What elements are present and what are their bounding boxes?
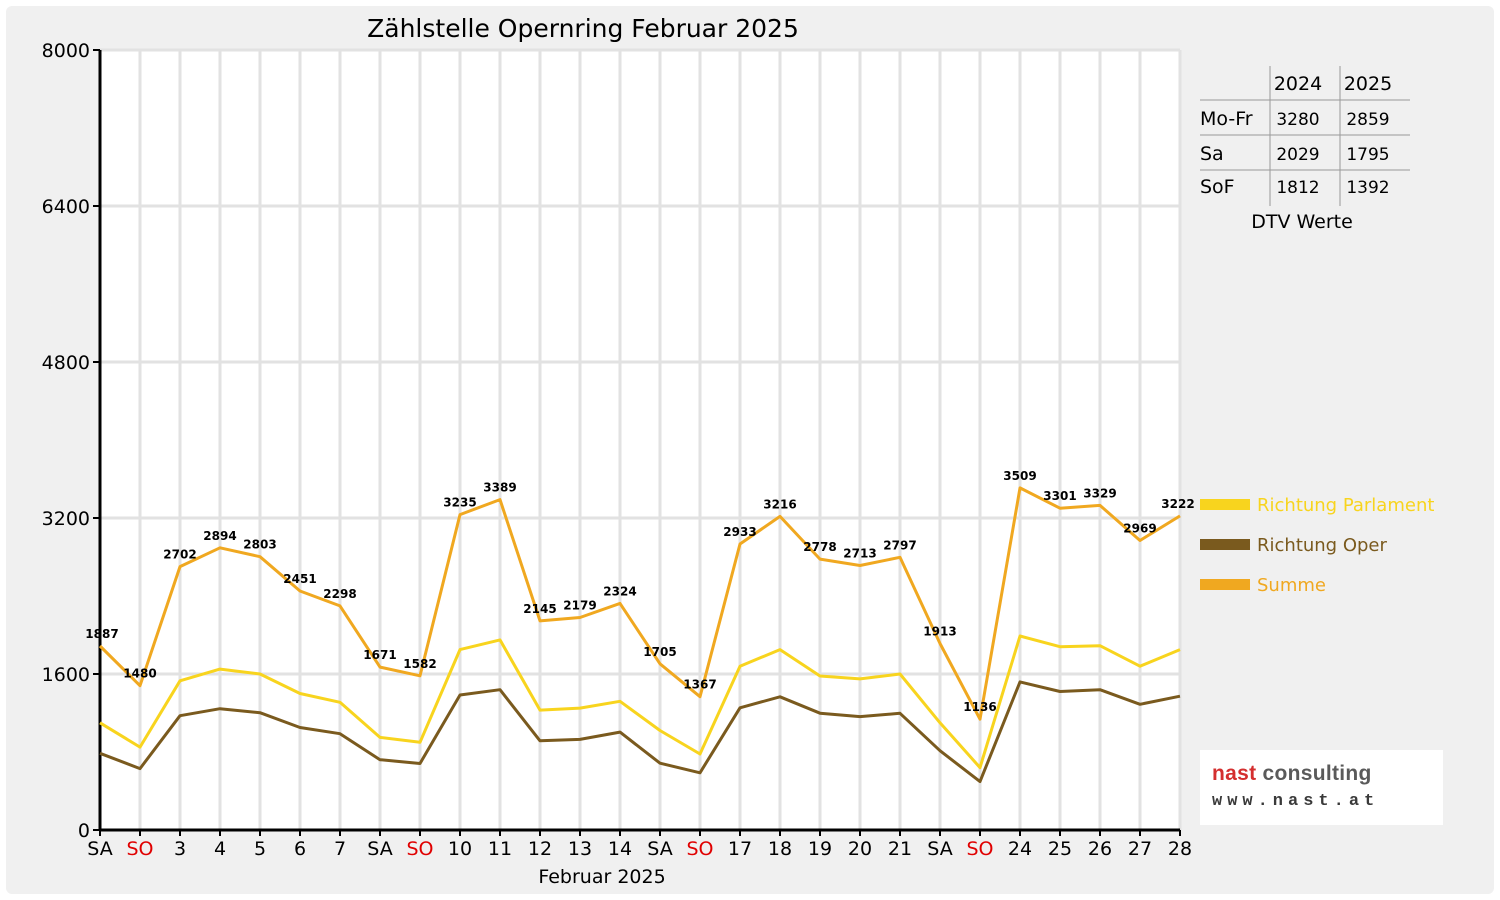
data-label: 2969 — [1123, 522, 1156, 536]
legend-label: Richtung Oper — [1257, 535, 1388, 556]
data-label: 2894 — [203, 529, 236, 543]
x-tick-label: SO — [686, 838, 713, 860]
x-tick-label: SO — [406, 838, 433, 860]
x-tick-label: 19 — [808, 838, 832, 860]
y-tick-label: 4800 — [42, 352, 90, 374]
dtv-cell: 3280 — [1276, 110, 1319, 130]
y-tick-label: 1600 — [42, 664, 90, 686]
dtv-cell: 1392 — [1346, 178, 1389, 198]
data-label: 2797 — [883, 538, 916, 552]
data-label: 2179 — [563, 599, 596, 613]
data-label: 2713 — [843, 546, 876, 560]
logo-name-part1: nast — [1212, 762, 1257, 785]
x-tick-label: 28 — [1168, 838, 1192, 860]
x-tick-label: SA — [647, 838, 672, 860]
logo-url: www.nast.at — [1212, 792, 1380, 811]
data-label: 2803 — [243, 538, 276, 552]
data-labels: 1887 1480 2702 2894 2803 2451 2298 1671 1582 3235… — [85, 469, 1194, 714]
data-label: 3301 — [1043, 489, 1076, 503]
dtv-caption: DTV Werte — [1251, 211, 1353, 233]
x-tick-label: SO — [966, 838, 993, 860]
x-tick-label: 27 — [1128, 838, 1152, 860]
y-tick-label: 8000 — [42, 40, 90, 62]
legend-swatch — [1200, 539, 1250, 550]
dtv-table: 2024 2025 Mo-Fr 3280 2859 Sa 2029 1795 S… — [1200, 66, 1410, 233]
data-label: 1887 — [85, 627, 118, 641]
chart-title: Zählstelle Opernring Februar 2025 — [367, 14, 799, 43]
x-tick-label: 7 — [334, 838, 346, 860]
data-label: 1582 — [403, 657, 436, 671]
dtv-row-label: Mo-Fr — [1200, 108, 1253, 130]
x-axis-title: Februar 2025 — [538, 866, 665, 888]
data-label: 1705 — [643, 645, 676, 659]
x-tick-label: SO — [126, 838, 153, 860]
dtv-row-label: SoF — [1200, 176, 1235, 198]
x-tick-label: 25 — [1048, 838, 1072, 860]
x-tick-label: 24 — [1008, 838, 1032, 860]
data-label: 2324 — [603, 584, 636, 598]
x-tick-label: 13 — [568, 838, 592, 860]
data-label: 2702 — [163, 548, 196, 562]
logo: nast consulting www.nast.at — [1200, 750, 1443, 825]
data-label: 2145 — [523, 602, 556, 616]
x-tick-label: 21 — [888, 838, 912, 860]
x-tick-label: 6 — [294, 838, 306, 860]
dtv-row-label: Sa — [1200, 143, 1224, 165]
series-layer — [98, 486, 1181, 784]
x-tick-label: 26 — [1088, 838, 1112, 860]
x-tick-label: 11 — [488, 838, 512, 860]
dtv-cell: 2029 — [1276, 145, 1319, 165]
grid-lines — [100, 48, 1182, 830]
data-label: 2451 — [283, 572, 316, 586]
legend-label: Richtung Parlament — [1257, 495, 1434, 516]
logo-name-part2: consulting — [1262, 762, 1372, 785]
dtv-header-2025: 2025 — [1344, 73, 1392, 95]
y-tick-labels: 0 1600 3200 4800 6400 8000 — [42, 40, 90, 842]
data-label: 1367 — [683, 678, 716, 692]
data-label: 3235 — [443, 496, 476, 510]
legend-swatch — [1200, 579, 1250, 590]
x-tick-label: SA — [927, 838, 952, 860]
dtv-header-2024: 2024 — [1274, 73, 1322, 95]
data-label: 3216 — [763, 497, 796, 511]
legend-label: Summe — [1257, 575, 1326, 596]
series-line-1 — [99, 680, 1181, 784]
data-label: 1480 — [123, 667, 156, 681]
x-tick-label: SA — [367, 838, 392, 860]
data-label: 3329 — [1083, 486, 1116, 500]
logo-name: nast consulting — [1212, 762, 1372, 786]
x-tick-label: 20 — [848, 838, 872, 860]
dtv-cell: 2859 — [1346, 110, 1389, 130]
legend: Richtung Parlament Richtung Oper Summe — [1200, 495, 1434, 596]
x-tick-label: 12 — [528, 838, 552, 860]
data-label: 1136 — [963, 700, 996, 714]
x-tick-label: 3 — [174, 838, 186, 860]
y-tick-label: 0 — [78, 820, 90, 842]
data-label: 2298 — [323, 587, 356, 601]
y-tick-label: 6400 — [42, 196, 90, 218]
x-tick-label: 5 — [254, 838, 266, 860]
series-line-2 — [98, 486, 1181, 721]
dtv-cell: 1812 — [1276, 178, 1319, 198]
axes — [93, 49, 1181, 836]
data-label: 3389 — [483, 481, 516, 495]
data-label: 3509 — [1003, 469, 1036, 483]
x-tick-label: 4 — [214, 838, 226, 860]
y-tick-label: 3200 — [42, 508, 90, 530]
x-tick-labels: SA SO 3 4 5 6 7 SA SO 10 11 12 13 14 SA SO 17 18 19 20 21 SA S… — [87, 838, 1192, 860]
dtv-cell: 1795 — [1346, 145, 1389, 165]
x-tick-label: 14 — [608, 838, 632, 860]
series-line-0 — [99, 634, 1181, 770]
x-tick-label: 18 — [768, 838, 792, 860]
data-label: 1671 — [363, 648, 396, 662]
x-tick-label: SA — [87, 838, 112, 860]
data-label: 2933 — [723, 525, 756, 539]
legend-swatch — [1200, 499, 1250, 510]
x-tick-label: 17 — [728, 838, 752, 860]
data-label: 3222 — [1161, 497, 1194, 511]
x-tick-label: 10 — [448, 838, 472, 860]
data-label: 1913 — [923, 624, 956, 638]
data-label: 2778 — [803, 540, 836, 554]
